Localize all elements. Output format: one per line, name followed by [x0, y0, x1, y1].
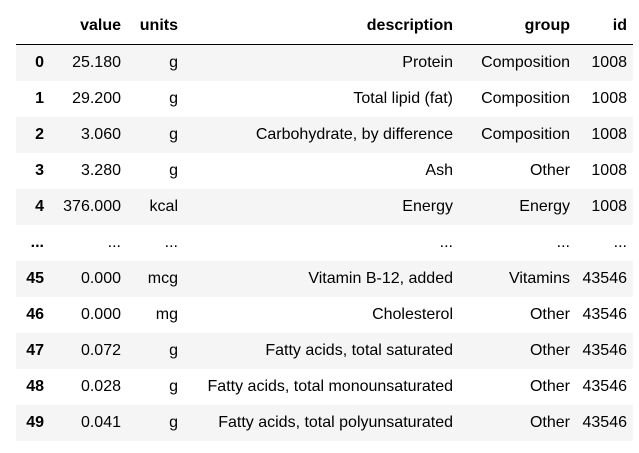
value-cell: 0.000	[80, 270, 121, 287]
group-header: group	[459, 8, 576, 45]
value-cell: ...	[107, 234, 121, 251]
units-cell: mg	[155, 306, 178, 323]
group-cell: Vitamins	[508, 270, 570, 287]
row-index: 2	[35, 126, 44, 143]
value-cell: 0.028	[80, 378, 121, 395]
id-cell: 43546	[582, 270, 628, 287]
description-cell: Vitamin B-12, added	[308, 270, 453, 287]
row-index: 0	[35, 54, 44, 71]
units-cell: g	[169, 54, 178, 71]
units-cell: g	[169, 126, 178, 143]
value-cell: 0.072	[80, 342, 121, 359]
description-header: description	[184, 8, 459, 45]
value-cell: 29.200	[72, 90, 121, 107]
table-row: 0 25.180 g Protein Composition 1008	[16, 44, 633, 81]
description-cell: Ash	[425, 162, 453, 179]
group-cell: Other	[529, 306, 570, 323]
group-cell: Composition	[481, 126, 570, 143]
dataframe-output: value units description group id 0 25.180 g Pro…	[16, 8, 633, 441]
table-row: 3 3.280 g Ash Other 1008	[16, 153, 633, 189]
units-cell: g	[169, 342, 178, 359]
value-cell: 0.041	[80, 414, 121, 431]
group-cell: Composition	[481, 90, 570, 107]
row-index: 1	[35, 90, 44, 107]
units-cell: g	[169, 162, 178, 179]
dataframe-table: value units description group id 0 25.180 g Pro…	[16, 8, 633, 441]
table-header: value units description group id	[16, 8, 633, 45]
id-cell: 43546	[582, 342, 628, 359]
id-cell: 43546	[582, 378, 628, 395]
row-index: ...	[30, 234, 44, 251]
table-row: 47 0.072 g Fatty acids, total saturated Othe…	[16, 333, 633, 369]
value-cell: 3.060	[80, 126, 121, 143]
index-header	[16, 8, 50, 45]
id-cell: ...	[613, 234, 627, 251]
description-cell: ...	[439, 234, 453, 251]
id-cell: 1008	[591, 198, 627, 215]
row-index: 46	[26, 306, 44, 323]
units-cell: g	[169, 378, 178, 395]
id-cell: 1008	[591, 162, 627, 179]
table-row: 48 0.028 g Fatty acids, total monounsaturat…	[16, 369, 633, 405]
table-row: 2 3.060 g Carbohydrate, by difference Compos…	[16, 117, 633, 153]
row-index: 3	[35, 162, 44, 179]
description-cell: Fatty acids, total monounsaturated	[207, 378, 453, 395]
units-header: units	[127, 8, 184, 45]
units-cell: g	[169, 90, 178, 107]
value-header: value	[50, 8, 127, 45]
table-row: 45 0.000 mcg Vitamin B-12, added Vitamins 435…	[16, 261, 633, 297]
id-cell: 1008	[591, 54, 627, 71]
row-index: 47	[26, 342, 44, 359]
description-cell: Total lipid (fat)	[353, 90, 453, 107]
units-cell: g	[169, 414, 178, 431]
group-cell: Energy	[519, 198, 570, 215]
value-cell: 3.280	[80, 162, 121, 179]
row-index: 4	[35, 198, 44, 215]
group-cell: Other	[529, 414, 570, 431]
id-cell: 43546	[582, 306, 628, 323]
header-row: value units description group id	[16, 8, 633, 45]
description-cell: Carbohydrate, by difference	[255, 126, 453, 143]
description-cell: Fatty acids, total saturated	[265, 342, 453, 359]
value-cell: 376.000	[63, 198, 121, 215]
group-cell: Other	[529, 162, 570, 179]
id-cell: 43546	[582, 414, 628, 431]
description-cell: Protein	[402, 54, 453, 71]
row-index: 45	[26, 270, 44, 287]
group-cell: Other	[529, 342, 570, 359]
units-cell: mcg	[147, 270, 178, 287]
description-cell: Energy	[402, 198, 453, 215]
units-cell: ...	[164, 234, 178, 251]
row-index: 48	[26, 378, 44, 395]
id-cell: 1008	[591, 90, 627, 107]
group-cell: ...	[556, 234, 570, 251]
id-header: id	[576, 8, 633, 45]
group-cell: Composition	[481, 54, 570, 71]
table-row: 4 376.000 kcal Energy Energy 1008	[16, 189, 633, 225]
table-row: 46 0.000 mg Cholesterol Other 43546	[16, 297, 633, 333]
value-cell: 0.000	[80, 306, 121, 323]
table-row: 1 29.200 g Total lipid (fat) Composition 1008	[16, 81, 633, 117]
table-row: ..................	[16, 225, 633, 261]
units-cell: kcal	[149, 198, 178, 215]
description-cell: Cholesterol	[372, 306, 453, 323]
id-cell: 1008	[591, 126, 627, 143]
group-cell: Other	[529, 378, 570, 395]
description-cell: Fatty acids, total polyunsaturated	[218, 414, 453, 431]
table-row: 49 0.041 g Fatty acids, total polyunsaturat…	[16, 405, 633, 441]
row-index: 49	[26, 414, 44, 431]
value-cell: 25.180	[72, 54, 121, 71]
table-body: 0 25.180 g Protein Composition 1008 1 29.200 g To…	[16, 44, 633, 441]
